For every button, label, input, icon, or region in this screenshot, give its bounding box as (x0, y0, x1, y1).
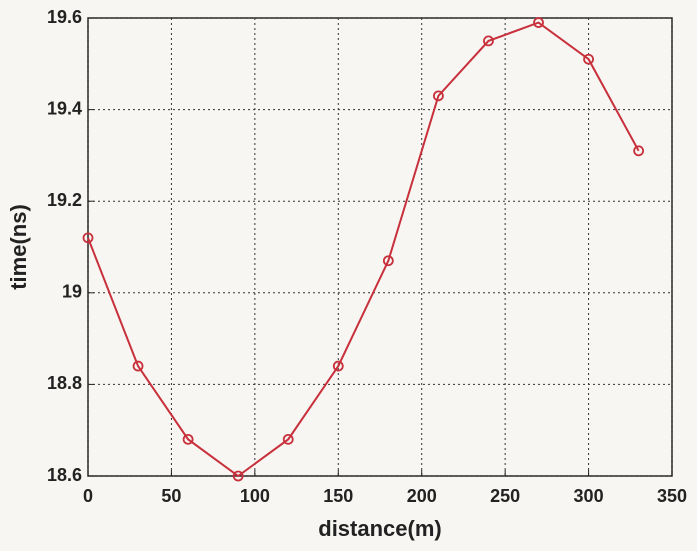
data-line (87, 21, 640, 478)
x-axis-label: distance(m) (318, 516, 441, 541)
y-tick-label: 18.8 (47, 373, 82, 393)
data-point (182, 433, 194, 445)
plot-area (87, 17, 673, 477)
x-tick-label: 150 (323, 486, 353, 506)
x-tick-label: 200 (407, 486, 437, 506)
data-point (633, 145, 645, 157)
x-tick-label: 250 (490, 486, 520, 506)
x-tick-label: 350 (657, 486, 687, 506)
data-point (132, 360, 144, 372)
data-point (533, 17, 544, 28)
y-tick-label: 18.6 (47, 465, 82, 485)
y-axis-label: time(ns) (6, 204, 31, 290)
data-point (432, 90, 444, 102)
data-point (583, 53, 594, 65)
y-tick-label: 19 (62, 282, 82, 302)
data-point (382, 255, 394, 267)
x-tick-label: 300 (574, 486, 604, 506)
data-point (483, 35, 494, 47)
y-tick-label: 19.2 (47, 190, 82, 210)
y-tick-label: 19.6 (47, 7, 82, 27)
data-point (232, 470, 244, 482)
x-tick-label: 100 (240, 486, 270, 506)
y-tick-label: 19.4 (47, 98, 82, 118)
data-point (332, 360, 344, 372)
x-tick-label: 0 (83, 486, 93, 506)
data-point (82, 232, 94, 244)
data-point (282, 433, 294, 445)
x-tick-label: 50 (161, 486, 181, 506)
